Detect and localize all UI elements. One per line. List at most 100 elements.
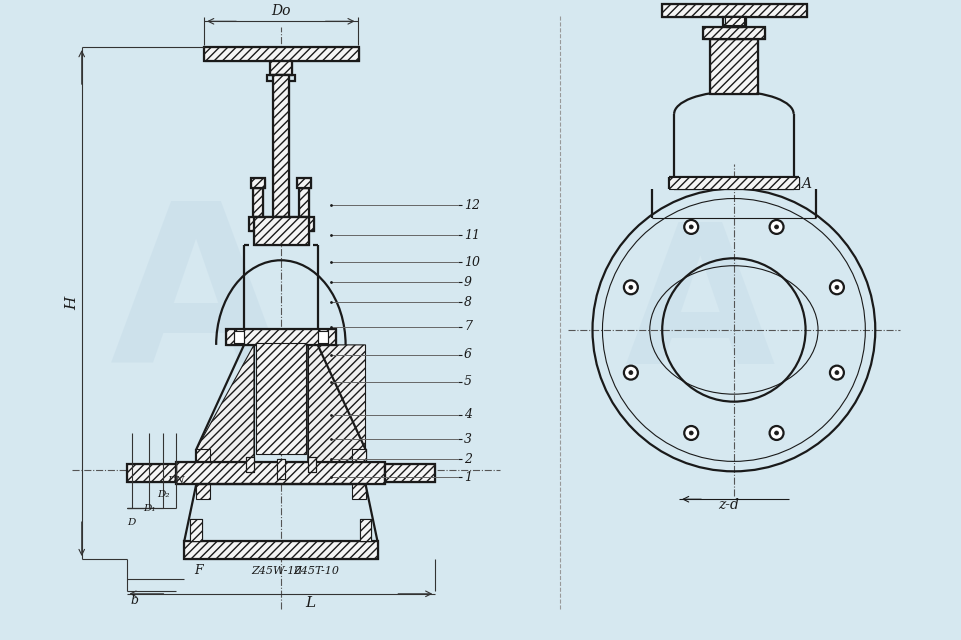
Text: D₁: D₁: [143, 504, 156, 513]
Bar: [277, 460, 284, 479]
Bar: [703, 28, 765, 39]
Circle shape: [770, 426, 783, 440]
Bar: [253, 188, 263, 218]
Bar: [662, 4, 806, 17]
Circle shape: [775, 225, 778, 229]
Text: 2: 2: [464, 453, 472, 466]
Bar: [359, 519, 372, 541]
Bar: [251, 178, 265, 188]
Bar: [176, 462, 385, 484]
Text: 11: 11: [464, 229, 480, 242]
Bar: [703, 28, 765, 39]
Circle shape: [684, 426, 699, 440]
Bar: [297, 178, 310, 188]
Bar: [127, 465, 176, 483]
Bar: [249, 218, 313, 232]
Bar: [385, 465, 435, 483]
Text: 10: 10: [464, 256, 480, 269]
Bar: [277, 460, 284, 479]
Bar: [185, 541, 379, 559]
Bar: [249, 218, 313, 232]
Text: DN: DN: [167, 476, 185, 485]
Polygon shape: [196, 345, 254, 484]
Text: H: H: [64, 296, 79, 310]
Circle shape: [624, 365, 638, 380]
Bar: [299, 188, 308, 218]
Text: 9: 9: [464, 276, 472, 289]
Bar: [267, 75, 295, 81]
Circle shape: [689, 431, 693, 435]
Bar: [196, 449, 210, 499]
Bar: [190, 519, 202, 541]
Bar: [256, 343, 306, 454]
Text: L: L: [306, 596, 316, 610]
Circle shape: [830, 280, 844, 294]
Bar: [352, 449, 365, 499]
Bar: [662, 4, 806, 17]
Circle shape: [770, 220, 783, 234]
Bar: [297, 178, 310, 188]
Text: 5: 5: [464, 375, 472, 388]
Text: A: A: [801, 177, 810, 191]
Text: 3: 3: [464, 433, 472, 446]
Bar: [204, 47, 358, 61]
Bar: [254, 218, 308, 245]
Text: Do: Do: [271, 4, 290, 19]
Circle shape: [624, 280, 638, 294]
Bar: [308, 458, 316, 472]
Bar: [359, 519, 372, 541]
Circle shape: [775, 431, 778, 435]
Text: F: F: [194, 564, 203, 577]
Text: 1: 1: [464, 471, 472, 484]
Text: Z45T-10: Z45T-10: [293, 566, 339, 576]
Text: b: b: [131, 595, 138, 607]
Bar: [270, 61, 292, 75]
Text: 12: 12: [464, 199, 480, 212]
Bar: [246, 458, 254, 472]
Bar: [176, 462, 385, 484]
Bar: [727, 17, 742, 28]
Bar: [270, 61, 292, 75]
Text: D₂: D₂: [158, 490, 170, 499]
Bar: [253, 188, 263, 218]
Text: 4: 4: [464, 408, 472, 421]
Bar: [273, 75, 289, 218]
Circle shape: [830, 365, 844, 380]
Bar: [308, 458, 316, 472]
Text: A: A: [624, 216, 775, 404]
Text: 7: 7: [464, 321, 472, 333]
Circle shape: [684, 220, 699, 234]
Polygon shape: [308, 345, 365, 484]
Bar: [127, 465, 176, 483]
Bar: [185, 541, 379, 559]
Text: A: A: [111, 193, 283, 407]
Bar: [226, 329, 335, 345]
Bar: [204, 47, 358, 61]
Text: D: D: [128, 518, 136, 527]
Circle shape: [835, 285, 839, 289]
Bar: [385, 465, 435, 483]
Circle shape: [689, 225, 693, 229]
Circle shape: [835, 371, 839, 374]
Text: 8: 8: [464, 296, 472, 308]
Circle shape: [628, 285, 633, 289]
Bar: [710, 39, 758, 94]
Bar: [190, 519, 202, 541]
Bar: [299, 188, 308, 218]
Text: z-d: z-d: [719, 498, 739, 512]
Bar: [318, 331, 328, 343]
Bar: [246, 458, 254, 472]
Bar: [725, 17, 744, 26]
Bar: [251, 178, 265, 188]
Bar: [273, 75, 289, 218]
Bar: [727, 17, 742, 28]
Bar: [254, 218, 308, 245]
Bar: [723, 17, 746, 26]
Circle shape: [628, 371, 633, 374]
Bar: [710, 39, 758, 94]
Text: Z45W-10: Z45W-10: [251, 566, 302, 576]
Bar: [226, 329, 335, 345]
Bar: [234, 331, 244, 343]
Text: 6: 6: [464, 348, 472, 362]
Bar: [669, 177, 799, 189]
